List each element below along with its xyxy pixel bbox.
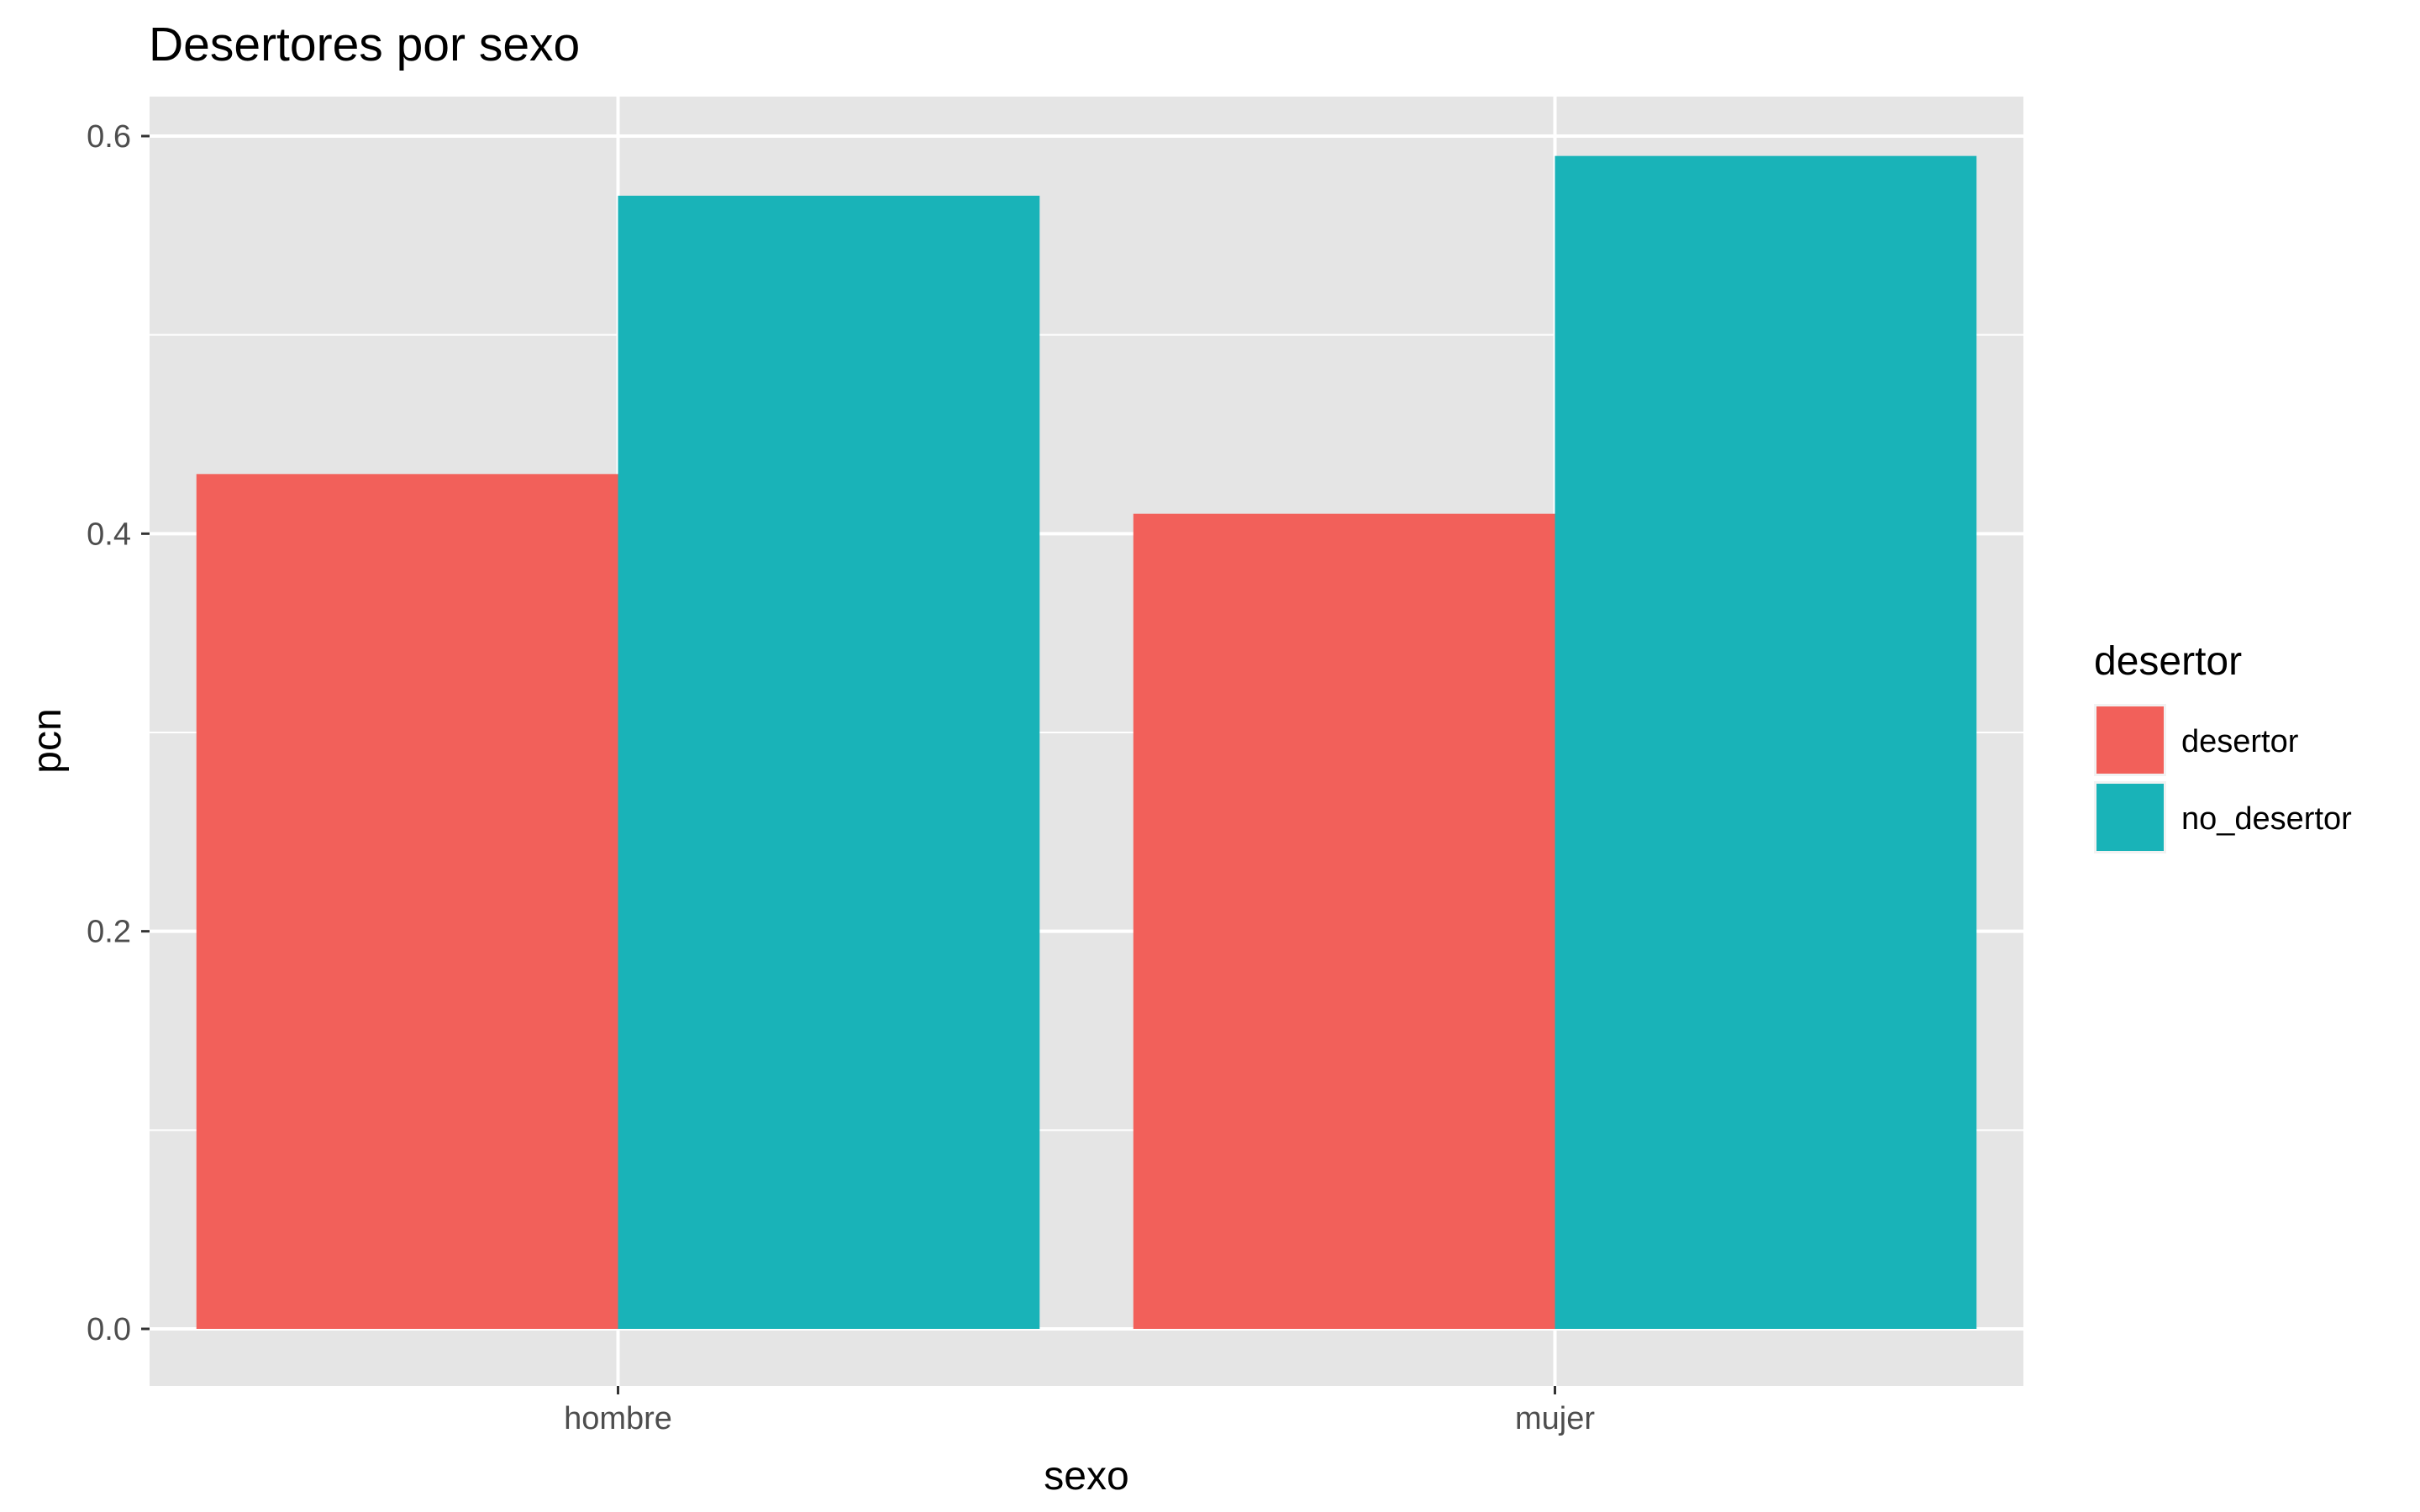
x-tick-label: mujer	[1515, 1401, 1595, 1436]
legend-label: desertor	[2181, 724, 2299, 759]
y-tick-label: 0.4	[87, 517, 131, 552]
bar-desertor-hombre	[196, 474, 618, 1329]
legend-key-swatch	[2096, 784, 2164, 851]
bar-no_desertor-mujer	[1555, 155, 1977, 1330]
legend-key-swatch	[2096, 706, 2164, 774]
x-tick-label: hombre	[564, 1401, 672, 1436]
bars-group	[196, 155, 1977, 1330]
legend: desertor desertor no_desertor	[2094, 639, 2352, 853]
x-axis: hombre mujer	[564, 1386, 1595, 1436]
legend-label: no_desertor	[2181, 801, 2352, 837]
bar-desertor-mujer	[1133, 513, 1555, 1329]
legend-title: desertor	[2094, 639, 2242, 684]
y-tick-label: 0.2	[87, 915, 131, 950]
chart-title: Desertores por sexo	[149, 18, 580, 71]
x-axis-title: sexo	[1044, 1454, 1128, 1499]
y-axis-title: pcn	[25, 708, 70, 773]
y-tick-label: 0.6	[87, 119, 131, 155]
y-tick-label: 0.0	[87, 1312, 131, 1347]
y-axis: 0.0 0.2 0.4 0.6	[87, 119, 150, 1347]
bar-no_desertor-hombre	[618, 196, 1040, 1329]
